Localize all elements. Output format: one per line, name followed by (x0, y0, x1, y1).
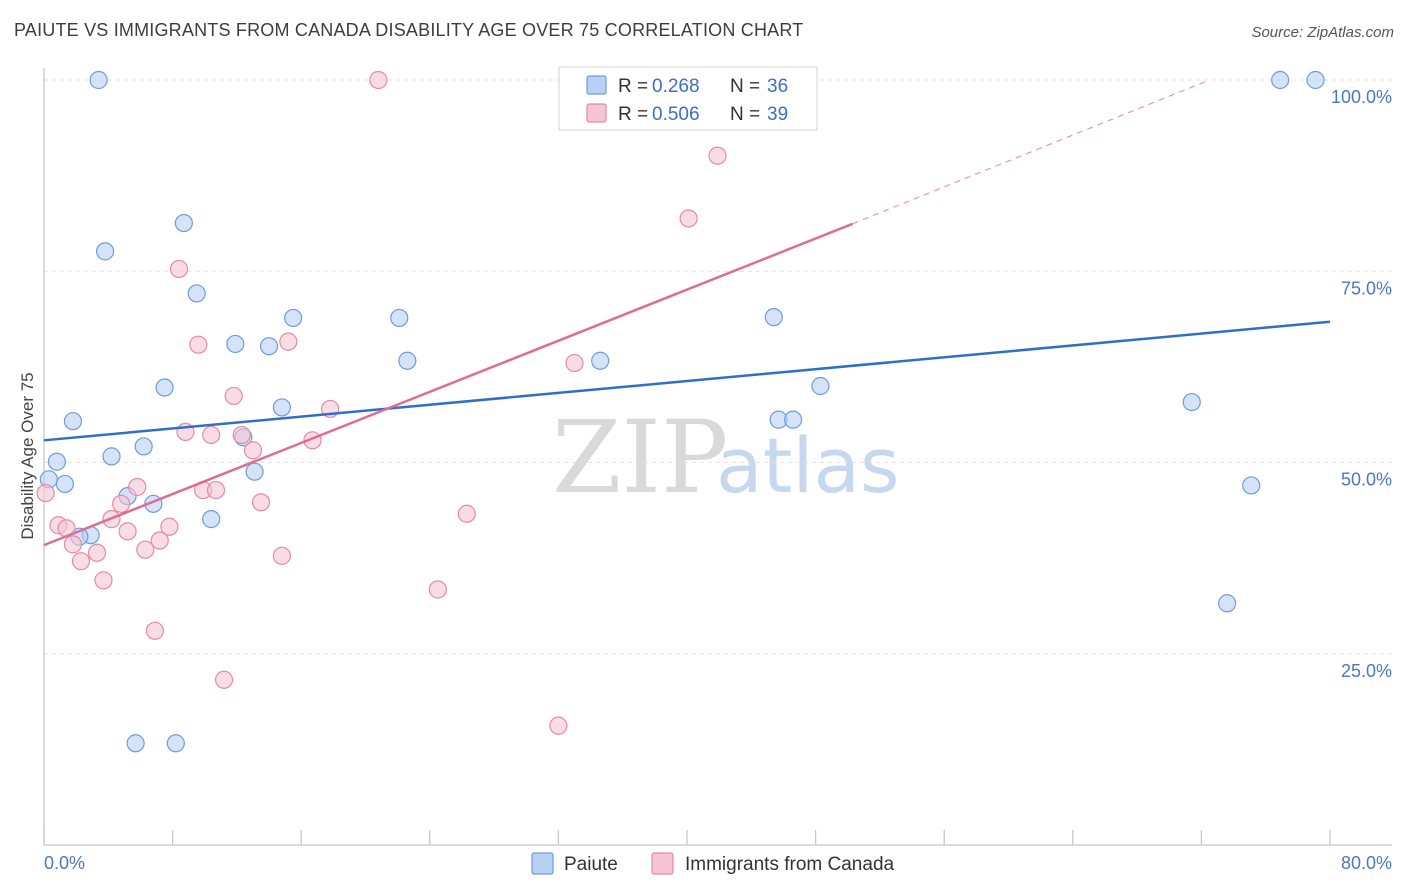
canada-point (206, 480, 226, 500)
canada-point (189, 335, 208, 354)
paiute-point (95, 242, 115, 261)
gridlines (44, 79, 1392, 655)
paiute-point (55, 474, 74, 494)
paiute-point (811, 376, 830, 396)
canada-point (63, 535, 83, 554)
canada-point (457, 504, 476, 523)
x-tick-label-max: 80.0% (1341, 853, 1392, 873)
legend-r-value-canada: 0.506 (652, 104, 700, 125)
canada-point (279, 332, 298, 351)
legend-n-value-canada: 39 (767, 104, 788, 125)
canada-point (224, 386, 243, 406)
canada-point (160, 517, 179, 536)
watermark-zip: ZIP (552, 399, 728, 516)
trend-lines (43, 79, 1331, 547)
legend-n-label-canada: N = (730, 104, 760, 125)
canada-point (169, 259, 189, 279)
canada-point (214, 670, 234, 689)
bottom-legend-label-paiute: Paiute (564, 854, 618, 875)
paiute-point (187, 284, 206, 303)
paiute-point (259, 337, 279, 356)
paiute-point (1182, 392, 1201, 412)
canada-point (145, 621, 165, 640)
paiute-point (272, 398, 292, 417)
canada-point (549, 716, 568, 735)
canada-point (251, 493, 271, 512)
chart-title: PAIUTE VS IMMIGRANTS FROM CANADA DISABIL… (14, 20, 804, 40)
legend-swatch-canada (586, 103, 607, 123)
canada-points (36, 70, 727, 735)
canada-point (118, 522, 137, 541)
canada-point (679, 209, 698, 228)
canada-point (94, 571, 113, 590)
canada-point (232, 425, 251, 445)
paiute-point (764, 308, 783, 327)
paiute-point (226, 334, 245, 354)
canada-point (136, 540, 155, 559)
legend-n-label-paiute: N = (730, 76, 760, 97)
y-tick-label: 25.0% (1341, 661, 1392, 681)
paiute-point (1271, 70, 1290, 90)
bottom-legend-label-canada: Immigrants from Canada (685, 854, 895, 875)
paiute-point (1306, 70, 1325, 90)
y-axis-label: Disability Age Over 75 (18, 372, 37, 539)
legend-r-label-canada: R = (618, 104, 648, 125)
canada-point (71, 552, 91, 571)
canada-point (202, 425, 221, 445)
paiute-point (89, 70, 108, 90)
y-tick-label: 100.0% (1331, 87, 1392, 107)
canada-trend-line (43, 222, 854, 547)
canada-point (243, 441, 263, 460)
paiute-point (783, 410, 803, 429)
paiute-point (102, 447, 121, 466)
paiute-point (245, 462, 264, 481)
paiute-point (591, 351, 610, 370)
legend-swatch-paiute (586, 75, 607, 95)
canada-point (150, 531, 169, 550)
paiute-point (398, 351, 417, 370)
paiute-point (166, 734, 185, 753)
canada-point (128, 477, 147, 497)
watermark-atlas: atlas (716, 421, 900, 510)
legend-r-label-paiute: R = (618, 76, 648, 97)
canada-point (112, 494, 131, 513)
x-tick-label-min: 0.0% (44, 853, 85, 873)
source-credit: Source: ZipAtlas.com (1251, 24, 1394, 41)
paiute-point (134, 437, 153, 456)
paiute-point (284, 308, 303, 328)
canada-trend-extension (852, 79, 1210, 225)
y-tick-labels: 25.0% 50.0% 75.0% 100.0% (1331, 87, 1392, 681)
paiute-point (1218, 594, 1237, 613)
canada-point (369, 70, 388, 90)
paiute-trend-line (43, 320, 1331, 442)
x-axis-ticks (43, 830, 1331, 845)
paiute-point (126, 734, 145, 753)
bottom-legend: Paiute Immigrants from Canada (531, 852, 895, 875)
legend-n-value-paiute: 36 (767, 76, 788, 97)
canada-point (565, 353, 584, 373)
paiute-point (1242, 476, 1261, 495)
paiute-point (390, 308, 409, 328)
canada-point (87, 543, 107, 562)
canada-point (36, 484, 55, 503)
legend-box: R = 0.268 N = 36 R = 0.506 N = 39 (558, 66, 818, 131)
bottom-legend-swatch-canada (651, 852, 674, 875)
paiute-point (174, 213, 193, 233)
paiute-point (63, 412, 83, 431)
paiute-point (155, 378, 174, 397)
y-tick-label: 50.0% (1341, 470, 1392, 490)
paiute-point (202, 510, 221, 529)
legend-r-value-paiute: 0.268 (652, 76, 700, 97)
canada-point (428, 580, 447, 599)
canada-point (708, 146, 727, 165)
paiute-point (47, 452, 66, 471)
canada-point (272, 546, 292, 565)
bottom-legend-swatch-paiute (531, 852, 554, 875)
y-tick-label: 75.0% (1341, 278, 1392, 298)
